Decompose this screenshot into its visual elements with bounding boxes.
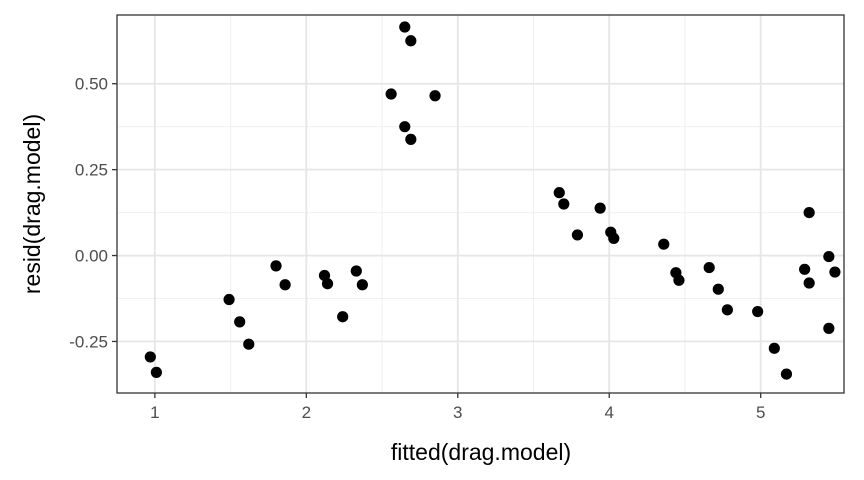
data-point	[337, 311, 349, 323]
data-point	[234, 316, 246, 328]
data-point	[150, 366, 162, 378]
data-point	[321, 278, 334, 290]
data-point	[752, 305, 764, 318]
data-point	[399, 121, 411, 133]
y-tick-label: -0.25	[69, 332, 108, 351]
data-point	[768, 342, 780, 354]
data-point	[223, 293, 235, 306]
data-point	[571, 229, 584, 241]
x-axis-title: fitted(drag.model)	[391, 439, 571, 465]
x-tick-label: 4	[605, 403, 614, 422]
data-point	[405, 35, 417, 47]
data-point	[270, 260, 282, 272]
y-axis: -0.25 0.00 0.25 0.50	[69, 75, 117, 351]
major-gridlines	[117, 15, 844, 393]
data-point	[243, 338, 255, 350]
data-point	[558, 198, 570, 210]
data-point	[799, 263, 811, 275]
data-point	[429, 90, 441, 102]
data-point	[823, 322, 835, 334]
y-tick-label: 0.00	[75, 247, 108, 266]
x-tick-label: 3	[453, 403, 462, 422]
data-point	[823, 250, 835, 263]
minor-gridlines	[117, 15, 844, 393]
x-tick-label: 5	[756, 403, 765, 422]
y-tick-label: 0.25	[75, 161, 108, 180]
data-point	[405, 133, 417, 145]
y-tick-label: 0.50	[75, 75, 108, 94]
data-point	[608, 232, 620, 244]
data-point	[829, 266, 841, 278]
data-point	[658, 238, 670, 250]
data-point	[399, 21, 411, 33]
data-point	[553, 187, 565, 199]
data-point	[803, 206, 815, 219]
plot-panel-background	[117, 15, 844, 393]
data-point	[780, 368, 793, 380]
x-tick-label: 2	[302, 403, 311, 422]
x-axis: 1 2 3 4 5	[150, 393, 765, 422]
data-point	[803, 277, 815, 289]
data-point	[385, 88, 397, 100]
data-points	[144, 21, 841, 380]
plot-panel-border	[116, 14, 845, 394]
data-point	[703, 261, 715, 274]
y-axis-title: resid(drag.model)	[19, 114, 45, 294]
x-tick-label: 1	[150, 403, 159, 422]
data-point	[721, 304, 733, 316]
data-point	[350, 265, 362, 277]
data-point	[279, 279, 291, 291]
data-point	[712, 283, 724, 295]
data-point	[144, 351, 156, 363]
data-point	[594, 202, 606, 214]
data-point	[356, 279, 368, 291]
data-point	[673, 274, 685, 286]
